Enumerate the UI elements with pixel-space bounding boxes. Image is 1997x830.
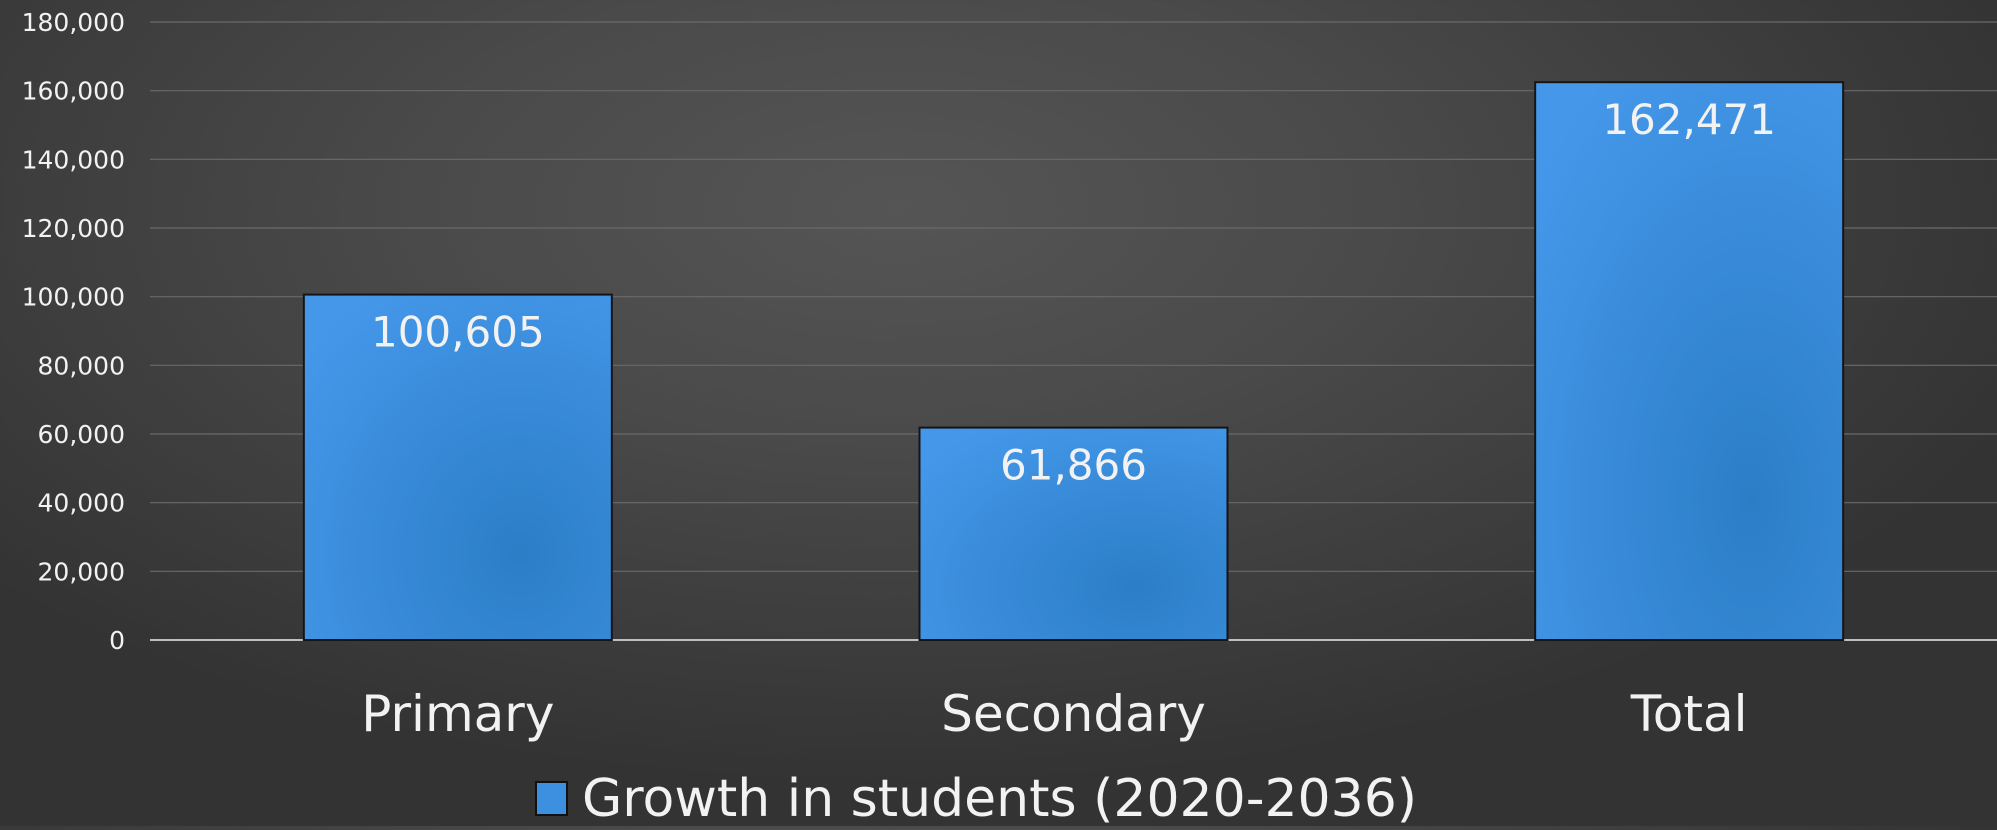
- y-tick-label: 160,000: [22, 77, 125, 106]
- y-tick-label: 180,000: [22, 8, 125, 37]
- legend-label: Growth in students (2020-2036): [582, 769, 1417, 826]
- y-tick-label: 20,000: [38, 557, 125, 586]
- data-label: 61,866: [1000, 441, 1147, 490]
- x-tick-label: Secondary: [941, 685, 1206, 743]
- y-tick-label: 80,000: [38, 351, 125, 380]
- bar-total: [1534, 81, 1845, 641]
- y-tick-label: 0: [109, 626, 125, 655]
- y-tick-label: 60,000: [38, 420, 125, 449]
- x-tick-label: Primary: [361, 685, 554, 743]
- y-tick-label: 140,000: [22, 145, 125, 174]
- labels: 0 20,000 40,000 60,000 80,000 100,000 120,000 1…: [22, 8, 1776, 743]
- legend: Growth in students (2020-2036): [535, 769, 1417, 829]
- y-tick-label: 100,000: [22, 283, 125, 312]
- data-label: 162,471: [1602, 95, 1776, 144]
- bar-secondary: [918, 426, 1229, 642]
- y-tick-label: 40,000: [38, 489, 125, 518]
- legend-swatch: [535, 781, 568, 816]
- bars: [302, 81, 1845, 642]
- x-tick-label: Total: [1630, 685, 1748, 743]
- data-label: 100,605: [371, 308, 545, 357]
- bar-primary: [302, 293, 613, 641]
- y-tick-label: 120,000: [22, 214, 125, 243]
